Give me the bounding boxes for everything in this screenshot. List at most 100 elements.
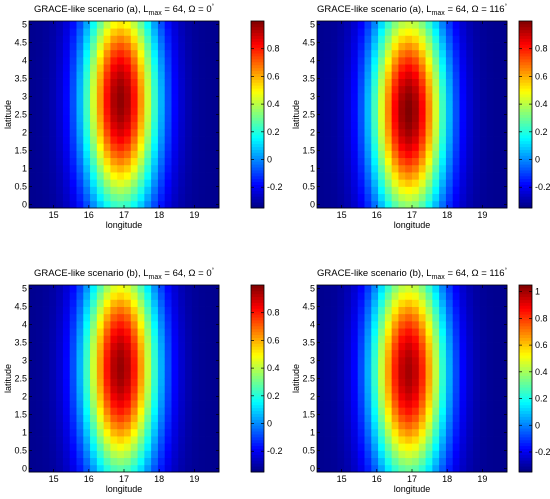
x-axis-label: longitude [106,484,143,494]
heatmap-cell [171,100,179,108]
heatmap-cell [96,136,105,144]
heatmap-cell [466,464,474,473]
heatmap-cell [144,200,152,209]
heatmap-cell [69,356,77,365]
heatmap-cell [56,172,64,180]
heatmap-cell [330,56,338,65]
colorbar-step [251,369,264,374]
heatmap-cell [42,443,50,451]
heatmap-cell [49,128,57,137]
heatmap-cell [344,35,352,43]
heatmap-cell [157,328,166,336]
heatmap-cell [357,349,365,358]
heatmap-cell [110,164,118,173]
heatmap-cell [35,179,43,187]
heatmap-cell [500,136,508,144]
heatmap-cell [493,371,501,379]
heatmap-cell [130,450,138,459]
heatmap-cell [452,100,460,108]
heatmap-cell [198,186,206,195]
heatmap-cell [42,186,50,195]
heatmap-cell [323,157,331,166]
heatmap-cell [29,172,37,180]
heatmap-cell [76,193,84,202]
heatmap-cell [378,320,386,329]
heatmap-cell [350,179,359,187]
heatmap-cell [452,35,460,43]
heatmap-cell [69,457,77,466]
heatmap-cell [357,421,365,430]
heatmap-cell [323,421,331,430]
heatmap-cell [371,285,379,293]
title-rest: = 64, Ω = 116 [445,4,505,15]
heatmap-cell [171,28,179,36]
heatmap-cell [164,49,172,58]
heatmap-cell [418,28,426,36]
heatmap-cell [171,42,179,51]
heatmap-cell [486,299,494,307]
heatmap-cell [178,313,186,322]
heatmap-cell [69,443,77,451]
heatmap-cell [96,428,105,437]
heatmap-cell [473,428,481,437]
x-tick-label: 17 [119,474,129,484]
heatmap-cell [56,28,64,36]
heatmap-cell [445,299,454,307]
heatmap-cell [425,292,433,300]
colorbar-step [251,149,264,153]
heatmap-cell [391,436,399,444]
heatmap-cell [76,328,84,336]
heatmap-cell [439,114,447,123]
heatmap-cell [412,28,420,36]
heatmap-cell [56,114,64,123]
heatmap-cell [378,49,386,58]
heatmap-cell [364,193,372,202]
colorbar-tick-label: 0.2 [535,394,548,404]
heatmap-cell [144,100,152,108]
heatmap-cell [473,371,481,379]
heatmap-cell [191,335,200,343]
heatmap-cell [473,320,481,329]
heatmap-cell [164,378,172,387]
colorbar-step [251,431,264,435]
heatmap-cell [42,299,50,307]
heatmap-cell [76,320,84,329]
heatmap-cell [151,356,159,365]
heatmap-cell [486,364,494,372]
heatmap-cell [137,35,145,43]
heatmap-cell [29,457,37,466]
heatmap-cell [49,200,57,209]
heatmap-cell [486,385,494,394]
colorbar-tick-label: 0.2 [267,127,280,137]
heatmap-cell [130,392,138,401]
heatmap-cell [432,378,440,387]
colorbar-tick-label: -0.2 [267,446,283,456]
heatmap-cell [330,335,338,343]
heatmap-cell [486,100,494,108]
heatmap-cell [337,392,345,401]
heatmap-cell [371,392,379,401]
heatmap-cell [405,464,413,473]
heatmap-cell [412,450,420,459]
heatmap-cell [445,407,454,415]
heatmap-cell [76,114,84,123]
heatmap-cell [357,392,365,401]
heatmap-cell [103,121,111,130]
heatmap-cell [432,172,440,180]
heatmap-cell [137,299,145,307]
heatmap-cell [157,392,166,401]
x-tick-label: 19 [189,210,199,220]
heatmap-cell [83,320,91,329]
heatmap-cell [384,335,393,343]
heatmap-cell [371,64,379,72]
heatmap-cell [479,114,488,123]
heatmap-cell [198,428,206,437]
heatmap-cell [29,21,37,29]
heatmap-cell [69,200,77,209]
heatmap-cell [164,157,172,166]
y-tick-label: 3 [310,356,315,366]
heatmap-cell [76,35,84,43]
heatmap-cell [185,179,193,187]
heatmap-cell [69,414,77,423]
heatmap-cell [164,385,172,394]
